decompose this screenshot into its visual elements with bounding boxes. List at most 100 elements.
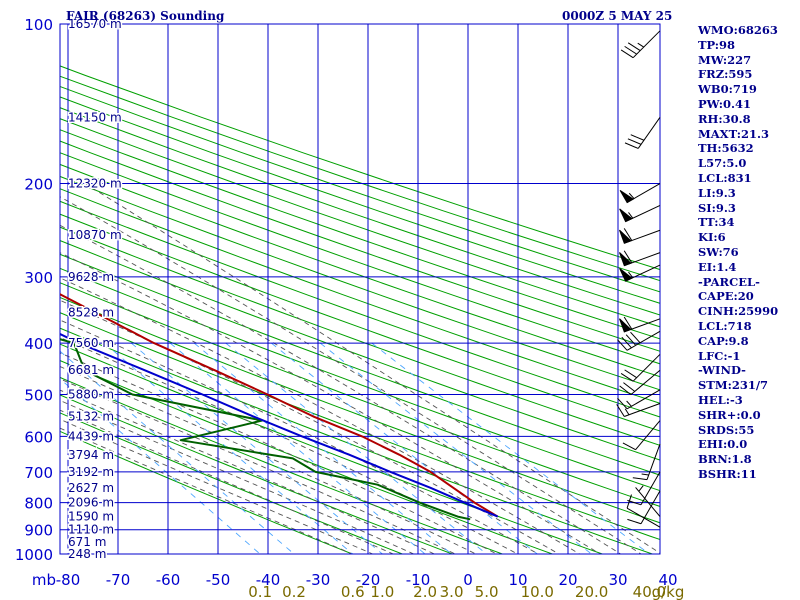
height-label: 7560 m (68, 336, 114, 350)
pressure-tick-label: 300 (24, 269, 53, 287)
barb-full (623, 382, 636, 392)
mixing-ratio-labels: 0.1 0.2 0.6 1.0 2.0 3.0 5.0 10.0 20.0 40.0g/kg (248, 583, 684, 600)
wind-barbs (616, 30, 661, 528)
wind-barb (632, 443, 661, 481)
index-item: TT:34 (698, 215, 735, 230)
height-label: 9628 m (68, 270, 114, 284)
barb-full (626, 494, 632, 509)
index-item: TP:98 (698, 37, 736, 52)
pressure-tick-label: 400 (24, 335, 53, 353)
pressure-tick-label: 200 (24, 176, 53, 194)
barb-full (617, 397, 628, 410)
mixing-ratio-line (225, 342, 487, 554)
wind-barb (624, 117, 661, 149)
moist-adiabat (60, 224, 622, 554)
barb-full (624, 45, 637, 55)
temperature-tick-label: -10 (406, 571, 431, 589)
wind-barb (617, 389, 661, 410)
temperature-tick-label: 0 (463, 571, 473, 589)
mixing-ratio-line (271, 342, 538, 554)
temperature-tick-label: -70 (106, 571, 131, 589)
temperature-tick-label: -60 (156, 571, 181, 589)
mixing-ratio-label: 0.6 (341, 583, 365, 600)
pressure-tick-label: 500 (24, 386, 53, 404)
dry-adiabat (60, 267, 660, 492)
profiles (60, 293, 499, 521)
barb-pennant (619, 229, 632, 244)
barb-full (624, 142, 639, 149)
barb-half (626, 400, 632, 407)
barb-full (623, 250, 633, 264)
index-item: L57:5.0 (698, 156, 747, 171)
valid-time: 0000Z 5 MAY 25 (562, 9, 673, 23)
barb-full (620, 372, 634, 382)
wind-barb (622, 420, 661, 451)
moist-adiabat (60, 252, 601, 554)
barb-full (621, 336, 632, 349)
barb-full (627, 42, 641, 52)
barb-shaft (632, 353, 661, 382)
background-lines (60, 65, 660, 554)
wind-barb (635, 485, 661, 517)
index-item: LCL:831 (698, 170, 752, 185)
dry-adiabat (60, 253, 660, 476)
height-label: 12320 m (68, 177, 122, 191)
index-item: SRDS:55 (698, 422, 755, 437)
wind-barb (619, 250, 661, 267)
dry-adiabat (60, 394, 454, 554)
index-item: EHI:0.0 (698, 437, 748, 452)
index-item: MAXT:21.3 (698, 126, 769, 141)
dry-adiabat (60, 140, 660, 352)
wind-barb (616, 403, 661, 417)
dry-adiabat (60, 85, 660, 293)
barb-full (625, 334, 637, 346)
barb-full (620, 49, 634, 59)
dry-adiabat (60, 96, 660, 304)
index-item: -WIND- (698, 363, 746, 378)
barb-full (616, 404, 625, 417)
index-item: PW:0.41 (698, 96, 752, 111)
dry-adiabat (60, 359, 554, 554)
dry-adiabat (60, 282, 660, 507)
dry-adiabats (60, 65, 660, 554)
temperature-tick-label: -80 (56, 571, 81, 589)
dry-adiabat (60, 296, 660, 524)
moist-adiabat (60, 427, 354, 554)
mixing-ratio-label: 0.2 (282, 583, 306, 600)
barb-half (637, 42, 645, 48)
barb-full (622, 442, 636, 451)
pressure-tick-label: 700 (24, 464, 53, 482)
wind-barb (620, 30, 661, 59)
mixing-ratio-label: 0.1 (248, 583, 272, 600)
index-item: MW:227 (698, 52, 752, 67)
barb-full (630, 134, 645, 141)
dry-adiabat (60, 376, 504, 554)
barb-shaft (637, 117, 661, 149)
temperature-tick-label: -50 (206, 571, 231, 589)
wind-barb (619, 264, 661, 282)
index-item: LFC:-1 (698, 348, 741, 363)
wind-barb (617, 330, 661, 351)
index-item: KI:6 (698, 230, 726, 245)
pressure-tick-label: 1000 (15, 546, 53, 564)
barb-full (623, 316, 633, 330)
height-label: 2096 m (68, 496, 114, 510)
moist-adiabat (84, 183, 660, 554)
barb-full (630, 331, 641, 344)
temperature-profile (60, 293, 499, 518)
barb-half (628, 192, 635, 199)
temperature-tick-label: -20 (356, 571, 381, 589)
index-item: EI:1.4 (698, 259, 737, 274)
temperature-tick-label: 30 (608, 571, 627, 589)
dry-adiabat (60, 200, 660, 418)
barb-pennant (619, 190, 635, 204)
index-item: -PARCEL- (698, 274, 760, 289)
barb-shaft (626, 330, 661, 351)
barb-shaft (630, 369, 661, 396)
dry-adiabat (60, 412, 404, 554)
mixing-ratio-label: 3.0 (440, 583, 464, 600)
mixing-ratio-label: 40.0 (633, 583, 666, 600)
index-item: WMO:68263 (698, 23, 778, 37)
dry-adiabat (60, 163, 660, 378)
mixing-ratio-label: 20.0 (575, 583, 608, 600)
